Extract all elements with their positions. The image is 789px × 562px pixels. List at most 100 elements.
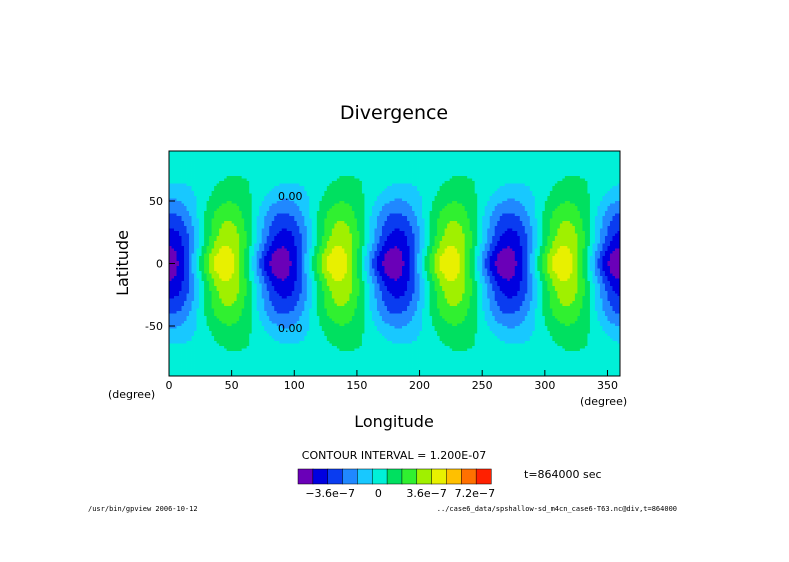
field-cell xyxy=(452,173,456,177)
field-cell xyxy=(459,168,463,172)
field-cell xyxy=(354,218,358,222)
field-cell xyxy=(219,216,223,219)
field-cell xyxy=(547,171,551,174)
field-cell xyxy=(374,203,378,207)
field-cell xyxy=(617,166,621,169)
field-cell xyxy=(469,183,473,187)
field-cell xyxy=(584,191,588,194)
field-cell xyxy=(462,161,466,164)
field-cell xyxy=(201,203,205,207)
field-cell xyxy=(424,151,428,154)
field-cell xyxy=(554,193,558,197)
field-cell xyxy=(554,173,558,177)
field-cell xyxy=(544,203,548,207)
field-cell xyxy=(354,186,358,189)
field-cell xyxy=(376,171,380,174)
field-cell xyxy=(554,158,558,162)
field-cell xyxy=(587,183,591,187)
field-cell xyxy=(286,196,290,199)
field-cell xyxy=(184,196,187,199)
field-cell xyxy=(266,206,270,209)
field-cell xyxy=(339,173,343,177)
field-cell xyxy=(281,181,285,184)
field-cell xyxy=(299,166,303,169)
field-cell xyxy=(602,163,606,167)
field-cell xyxy=(256,153,260,157)
field-cell xyxy=(442,201,446,204)
field-cell xyxy=(384,213,388,217)
field-cell xyxy=(304,163,308,167)
field-cell xyxy=(492,218,496,222)
field-cell xyxy=(447,188,451,192)
field-cell xyxy=(221,213,225,217)
field-cell xyxy=(351,178,355,182)
field-cell xyxy=(479,158,483,162)
field-cell xyxy=(404,201,408,204)
field-cell xyxy=(221,216,225,219)
field-cell xyxy=(339,208,343,212)
field-cell xyxy=(514,161,518,164)
field-cell xyxy=(224,216,228,219)
field-cell xyxy=(572,168,576,172)
field-cell xyxy=(457,171,461,174)
field-cell xyxy=(459,218,463,222)
field-cell xyxy=(409,208,413,212)
field-cell xyxy=(567,201,571,204)
field-cell xyxy=(569,173,573,177)
field-cell xyxy=(244,163,248,167)
field-cell xyxy=(244,166,248,169)
field-cell xyxy=(404,173,408,177)
field-cell xyxy=(271,198,275,202)
field-cell xyxy=(577,198,581,202)
field-cell xyxy=(321,208,325,212)
field-cell xyxy=(301,153,305,157)
field-cell xyxy=(549,183,553,187)
field-cell xyxy=(502,166,506,169)
field-cell xyxy=(211,156,215,159)
field-cell xyxy=(569,171,573,174)
field-cell xyxy=(286,201,290,204)
field-cell xyxy=(301,218,305,222)
field-cell xyxy=(432,176,435,179)
field-cell xyxy=(582,151,586,154)
field-cell xyxy=(409,176,413,179)
field-cell xyxy=(442,211,446,214)
field-cell xyxy=(349,216,353,219)
field-cell xyxy=(234,208,238,212)
field-cell xyxy=(434,191,438,194)
field-cell xyxy=(517,188,521,192)
field-cell xyxy=(559,151,563,154)
field-cell xyxy=(434,176,438,179)
field-cell xyxy=(169,188,172,192)
field-cell xyxy=(171,168,175,172)
field-cell xyxy=(489,206,493,209)
field-cell xyxy=(219,208,223,212)
field-cell xyxy=(376,161,380,164)
field-cell xyxy=(609,198,613,202)
field-cell xyxy=(482,188,486,192)
field-cell xyxy=(316,183,320,187)
field-cell xyxy=(331,198,335,202)
field-cell xyxy=(579,166,583,169)
field-cell xyxy=(186,158,190,162)
field-cell xyxy=(522,181,526,184)
field-cell xyxy=(329,203,333,207)
field-cell xyxy=(219,181,223,184)
field-cell xyxy=(549,168,553,172)
field-cell xyxy=(291,168,295,172)
field-cell xyxy=(449,181,453,184)
field-cell xyxy=(259,206,263,209)
field-cell xyxy=(281,178,285,182)
field-cell xyxy=(331,183,335,187)
field-cell xyxy=(482,206,486,209)
field-cell xyxy=(176,203,180,207)
field-cell xyxy=(549,198,553,202)
field-cell xyxy=(356,156,360,159)
field-cell xyxy=(229,206,233,209)
field-cell xyxy=(241,156,245,159)
field-cell xyxy=(552,183,556,187)
field-cell xyxy=(386,176,390,179)
field-cell xyxy=(544,161,548,164)
field-cell xyxy=(181,181,185,184)
field-cell xyxy=(394,158,398,162)
